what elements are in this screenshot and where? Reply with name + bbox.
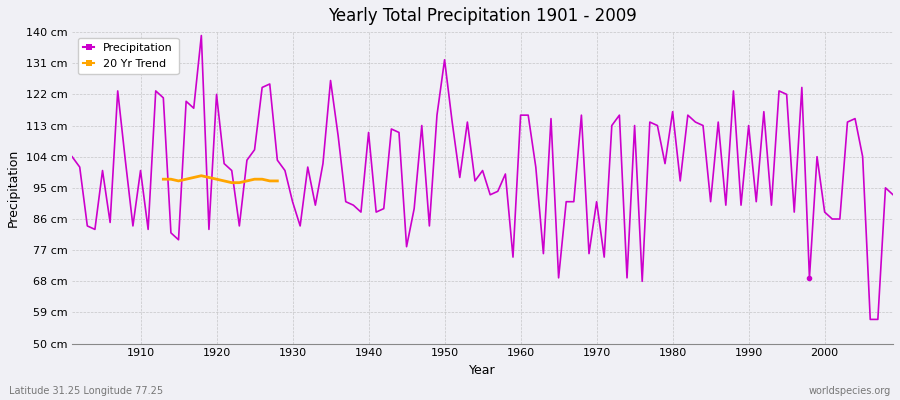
X-axis label: Year: Year — [469, 364, 496, 377]
Text: worldspecies.org: worldspecies.org — [809, 386, 891, 396]
Y-axis label: Precipitation: Precipitation — [7, 149, 20, 227]
Text: Latitude 31.25 Longitude 77.25: Latitude 31.25 Longitude 77.25 — [9, 386, 163, 396]
Legend: Precipitation, 20 Yr Trend: Precipitation, 20 Yr Trend — [77, 38, 178, 74]
Title: Yearly Total Precipitation 1901 - 2009: Yearly Total Precipitation 1901 - 2009 — [328, 7, 637, 25]
